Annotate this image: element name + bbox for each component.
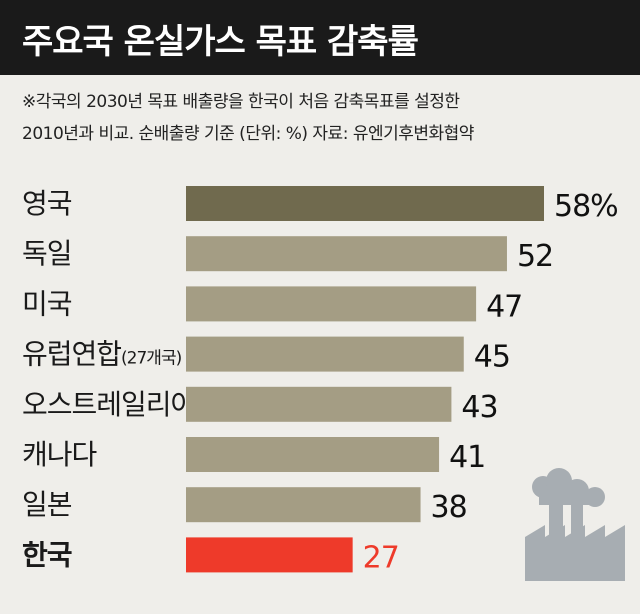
category-label-main: 영국	[22, 187, 72, 220]
chart-title: 주요국 온실가스 목표 감축률	[22, 22, 419, 62]
category-label: 영국	[22, 187, 72, 220]
value-label: 27	[363, 540, 399, 575]
bar	[186, 286, 477, 322]
category-label-main: 유럽연합	[22, 338, 121, 371]
title-bar: 주요국 온실가스 목표 감축률	[0, 0, 640, 75]
note-line-1: ※각국의 2030년 목표 배출량을 한국이 처음 감축목표를 설정한	[22, 92, 460, 112]
bar	[186, 537, 353, 573]
category-label: 오스트레일리아	[22, 388, 196, 421]
value-label: 47	[486, 289, 522, 324]
bar	[186, 437, 440, 472]
value-label: 45	[474, 340, 510, 375]
factory-icon	[525, 468, 625, 581]
value-label: 38	[431, 490, 467, 525]
category-label-main: 일본	[22, 488, 72, 521]
bar	[186, 487, 421, 523]
category-label: 한국	[22, 538, 72, 571]
bar	[186, 236, 507, 272]
category-label: 미국	[22, 287, 72, 320]
category-label-main: 오스트레일리아	[22, 388, 196, 421]
category-label-main: 캐나다	[22, 438, 97, 471]
bar	[186, 386, 452, 422]
value-label: 58%	[554, 189, 618, 224]
bar	[186, 186, 544, 221]
value-label: 43	[461, 390, 497, 425]
category-label: 독일	[22, 237, 72, 270]
category-label: 캐나다	[22, 438, 97, 471]
chart-note: ※각국의 2030년 목표 배출량을 한국이 처음 감축목표를 설정한 2010…	[22, 86, 632, 150]
value-label: 52	[517, 239, 553, 274]
note-line-2: 2010년과 비교. 순배출량 기준 (단위: %) 자료: 유엔기후변화협약	[22, 124, 474, 144]
category-label-main: 독일	[22, 237, 72, 270]
value-label: 41	[449, 440, 485, 475]
bar	[186, 336, 464, 372]
category-label-sub: (27개국)	[121, 349, 182, 369]
category-label: 유럽연합(27개국)	[22, 338, 182, 371]
category-label: 일본	[22, 488, 72, 521]
category-label-main: 한국	[22, 538, 72, 571]
category-label-main: 미국	[22, 287, 72, 320]
